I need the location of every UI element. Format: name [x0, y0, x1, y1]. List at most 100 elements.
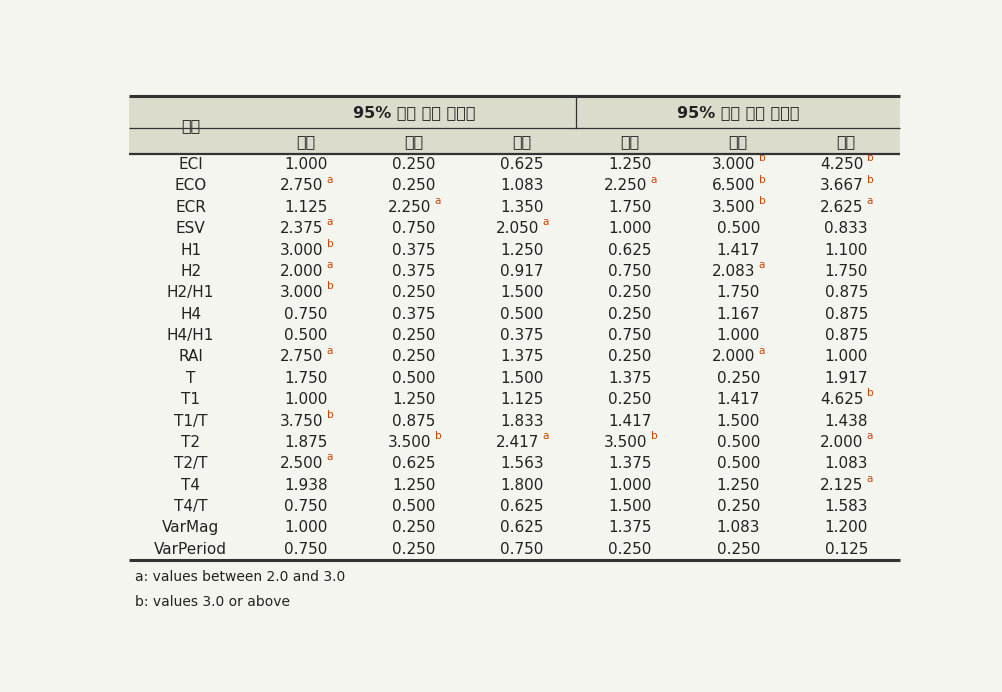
- Text: 2.000: 2.000: [821, 435, 864, 450]
- Text: 0.750: 0.750: [285, 307, 328, 322]
- Text: 0.250: 0.250: [716, 371, 760, 385]
- Text: 1.375: 1.375: [500, 349, 544, 365]
- Text: 3.000: 3.000: [280, 285, 324, 300]
- Text: 0.750: 0.750: [285, 542, 328, 557]
- Text: a: a: [327, 260, 333, 270]
- Text: 95% 구간 이상 이상치: 95% 구간 이상 이상치: [353, 105, 475, 120]
- Text: 0.750: 0.750: [393, 221, 436, 236]
- Text: H2/H1: H2/H1: [167, 285, 214, 300]
- Text: 2.250: 2.250: [604, 179, 647, 194]
- Text: 6.500: 6.500: [712, 179, 756, 194]
- Text: 0.250: 0.250: [393, 179, 436, 194]
- Text: 2.500: 2.500: [281, 456, 324, 471]
- Text: 0.875: 0.875: [825, 328, 868, 343]
- Text: 0.375: 0.375: [393, 264, 436, 279]
- Text: 3.500: 3.500: [604, 435, 647, 450]
- Text: 1.250: 1.250: [500, 243, 544, 257]
- Text: b: b: [867, 388, 874, 399]
- Text: 0.500: 0.500: [500, 307, 544, 322]
- Text: a: a: [650, 174, 657, 185]
- Text: 0.625: 0.625: [500, 499, 544, 514]
- Text: T1: T1: [181, 392, 200, 407]
- Text: VarMag: VarMag: [162, 520, 219, 536]
- Text: a: a: [435, 196, 441, 206]
- Text: 0.833: 0.833: [825, 221, 868, 236]
- Text: 1.750: 1.750: [608, 200, 652, 215]
- Text: 1.200: 1.200: [825, 520, 868, 536]
- Text: 0.750: 0.750: [608, 328, 652, 343]
- Text: a: a: [759, 345, 766, 356]
- Text: 0.917: 0.917: [500, 264, 544, 279]
- Text: 3.750: 3.750: [280, 414, 324, 428]
- Text: 0.625: 0.625: [500, 520, 544, 536]
- Text: 1.938: 1.938: [285, 477, 328, 493]
- Text: 2.050: 2.050: [496, 221, 539, 236]
- Text: 1.417: 1.417: [716, 392, 760, 407]
- Text: 3.500: 3.500: [712, 200, 756, 215]
- Text: 0.375: 0.375: [500, 328, 544, 343]
- Text: 2.625: 2.625: [821, 200, 864, 215]
- Text: 1.000: 1.000: [285, 520, 328, 536]
- Text: 0.250: 0.250: [393, 285, 436, 300]
- Text: 2.083: 2.083: [712, 264, 756, 279]
- Text: 0.500: 0.500: [393, 499, 436, 514]
- Text: 0.500: 0.500: [393, 371, 436, 385]
- Text: 1.083: 1.083: [500, 179, 544, 194]
- Text: 0.750: 0.750: [500, 542, 544, 557]
- Text: 여성: 여성: [405, 134, 424, 149]
- Text: 2.417: 2.417: [496, 435, 539, 450]
- Text: a: a: [327, 174, 333, 185]
- Text: 1.000: 1.000: [716, 328, 760, 343]
- Text: 0.875: 0.875: [825, 307, 868, 322]
- Text: 1.000: 1.000: [608, 221, 652, 236]
- Text: 0.750: 0.750: [608, 264, 652, 279]
- Text: ECO: ECO: [174, 179, 206, 194]
- Text: a: a: [543, 217, 549, 227]
- Text: T: T: [186, 371, 195, 385]
- Text: 95% 구간 이하 이상치: 95% 구간 이하 이상치: [677, 105, 800, 120]
- Text: 지표: 지표: [181, 118, 200, 133]
- Text: a: a: [327, 345, 333, 356]
- Text: 0.500: 0.500: [716, 456, 760, 471]
- Text: 2.000: 2.000: [712, 349, 756, 365]
- Text: 1.125: 1.125: [500, 392, 544, 407]
- Text: 1.167: 1.167: [716, 307, 760, 322]
- Text: 0.500: 0.500: [716, 221, 760, 236]
- Text: 1.083: 1.083: [716, 520, 760, 536]
- Text: b: b: [650, 431, 657, 441]
- Text: 1.375: 1.375: [608, 371, 652, 385]
- Text: 0.250: 0.250: [608, 307, 652, 322]
- Text: 1.917: 1.917: [825, 371, 868, 385]
- Text: a: a: [867, 196, 873, 206]
- Text: 1.375: 1.375: [608, 456, 652, 471]
- Text: 2.000: 2.000: [281, 264, 324, 279]
- Text: 0.625: 0.625: [393, 456, 436, 471]
- Text: ECI: ECI: [178, 157, 203, 172]
- Text: 여성: 여성: [728, 134, 747, 149]
- Text: 1.000: 1.000: [285, 157, 328, 172]
- Text: b: b: [759, 174, 766, 185]
- Text: 0.750: 0.750: [285, 499, 328, 514]
- Text: 2.250: 2.250: [388, 200, 432, 215]
- Text: a: a: [759, 260, 766, 270]
- Text: 0.250: 0.250: [608, 349, 652, 365]
- Text: a: a: [867, 431, 873, 441]
- Text: b: b: [327, 410, 334, 419]
- Text: 전체: 전체: [837, 134, 856, 149]
- Text: H4/H1: H4/H1: [167, 328, 214, 343]
- Text: 1.833: 1.833: [500, 414, 544, 428]
- Text: T4: T4: [181, 477, 200, 493]
- Text: 1.100: 1.100: [825, 243, 868, 257]
- Text: 0.250: 0.250: [393, 520, 436, 536]
- Text: 0.250: 0.250: [608, 285, 652, 300]
- Text: 1.250: 1.250: [393, 392, 436, 407]
- Text: a: a: [867, 474, 873, 484]
- Text: 4.250: 4.250: [821, 157, 864, 172]
- Text: 3.500: 3.500: [388, 435, 432, 450]
- Text: RAI: RAI: [178, 349, 203, 365]
- Text: b: b: [327, 239, 334, 248]
- Text: b: b: [759, 153, 766, 163]
- Text: 3.000: 3.000: [712, 157, 756, 172]
- Text: 0.875: 0.875: [393, 414, 436, 428]
- Text: ECR: ECR: [175, 200, 206, 215]
